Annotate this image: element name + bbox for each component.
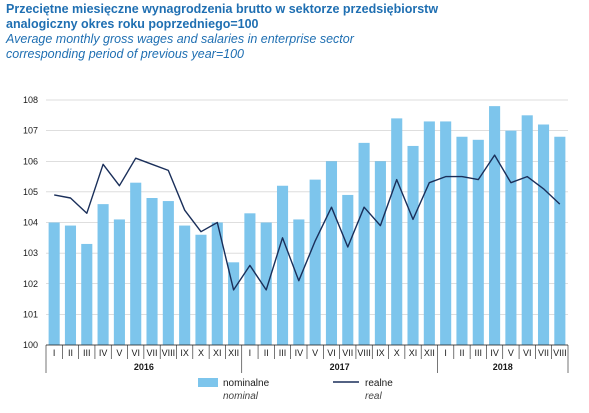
bar-nominal — [472, 139, 484, 345]
bar-nominal — [113, 219, 125, 345]
x-tick-label: III — [279, 348, 287, 358]
bar-nominal — [146, 198, 158, 345]
legend-label-real: realne — [365, 378, 393, 389]
x-tick-label: II — [68, 348, 73, 358]
bar-nominal — [228, 262, 240, 345]
x-tick-label: VIII — [162, 348, 176, 358]
bar-nominal — [97, 204, 109, 345]
legend-swatch-nominal — [198, 378, 218, 387]
x-tick-label: VI — [131, 348, 140, 358]
bar-nominal — [130, 182, 142, 345]
x-tick-label: III — [475, 348, 483, 358]
legend-label-real-en: real — [365, 391, 382, 402]
x-tick-label: IV — [99, 348, 108, 358]
bar-nominal — [554, 136, 566, 345]
year-label: 2017 — [330, 362, 350, 372]
y-tick-label: 100 — [23, 340, 38, 350]
title-polish-line2: analogiczny okres roku poprzedniego=100 — [6, 17, 259, 31]
bar-nominal — [309, 179, 321, 345]
x-tick-label: V — [116, 348, 122, 358]
legend-label-nominal: nominalne — [223, 378, 270, 389]
bar-nominal — [391, 118, 403, 345]
x-tick-label: VI — [327, 348, 336, 358]
bars-nominal — [48, 106, 566, 345]
bar-nominal — [276, 185, 289, 345]
x-tick-label: II — [459, 348, 464, 358]
bar-nominal — [179, 225, 191, 345]
x-tick-label: XI — [409, 348, 418, 358]
x-tick-label: VIII — [553, 348, 567, 358]
x-tick-label: IV — [295, 348, 304, 358]
y-tick-label: 102 — [23, 279, 38, 289]
title-polish-line1: Przeciętne miesięczne wynagrodzenia brut… — [6, 2, 439, 16]
x-tick-label: X — [198, 348, 204, 358]
x-tick-label: I — [249, 348, 252, 358]
bar-nominal — [162, 201, 174, 345]
y-tick-label: 103 — [23, 248, 38, 258]
line-real — [54, 154, 561, 291]
bar-nominal — [48, 222, 60, 345]
x-tick-label: V — [508, 348, 514, 358]
bar-nominal — [325, 161, 338, 345]
title-english-line1: Average monthly gross wages and salaries… — [6, 32, 354, 46]
x-tick-label: XII — [228, 348, 239, 358]
x-tick-label: XI — [213, 348, 222, 358]
y-tick-label: 101 — [23, 309, 38, 319]
x-tick-label: VII — [147, 348, 158, 358]
x-tick-label: I — [444, 348, 447, 358]
bar-nominal — [244, 213, 256, 345]
x-tick-label: XII — [424, 348, 435, 358]
title-english-line2: corresponding period of previous year=10… — [6, 47, 245, 61]
bar-nominal — [260, 222, 272, 345]
bar-nominal — [293, 219, 305, 345]
x-tick-label: I — [53, 348, 56, 358]
bar-nominal — [489, 106, 501, 345]
chart-titles: Przeciętne miesięczne wynagrodzenia brut… — [6, 2, 586, 62]
bar-nominal — [407, 145, 419, 345]
x-tick-label: IV — [490, 348, 499, 358]
year-label: 2018 — [493, 362, 513, 372]
y-tick-label: 107 — [23, 126, 38, 136]
x-tick-label: VII — [538, 348, 549, 358]
y-tick-label: 106 — [23, 156, 38, 166]
y-tick-label: 105 — [23, 187, 38, 197]
y-tick-label: 108 — [23, 95, 38, 105]
bar-nominal — [211, 222, 223, 345]
x-tick-label: VIII — [357, 348, 371, 358]
bar-nominal — [195, 234, 207, 345]
bar-nominal — [64, 225, 77, 345]
bar-nominal — [81, 243, 93, 345]
bar-nominal — [342, 194, 354, 345]
legend-label-nominal-en: nominal — [223, 391, 259, 402]
y-tick-label: 104 — [23, 218, 38, 228]
x-tick-label: VII — [342, 348, 353, 358]
x-tick-label: V — [312, 348, 318, 358]
legend: nominalne nominal realne real — [198, 378, 393, 402]
bar-nominal — [423, 121, 435, 345]
x-tick-label: IX — [180, 348, 189, 358]
year-label: 2016 — [134, 362, 154, 372]
line-real-path — [54, 154, 561, 291]
x-tick-label: III — [83, 348, 91, 358]
x-tick-label: II — [264, 348, 269, 358]
x-tick-label: X — [394, 348, 400, 358]
x-tick-label: VI — [523, 348, 532, 358]
bar-nominal — [505, 130, 517, 345]
bar-nominal — [374, 161, 386, 345]
bar-nominal — [537, 124, 550, 345]
bar-nominal — [358, 142, 370, 345]
bar-nominal — [456, 136, 468, 345]
x-tick-label: IX — [376, 348, 385, 358]
bar-nominal — [521, 115, 533, 345]
bar-nominal — [440, 121, 452, 345]
